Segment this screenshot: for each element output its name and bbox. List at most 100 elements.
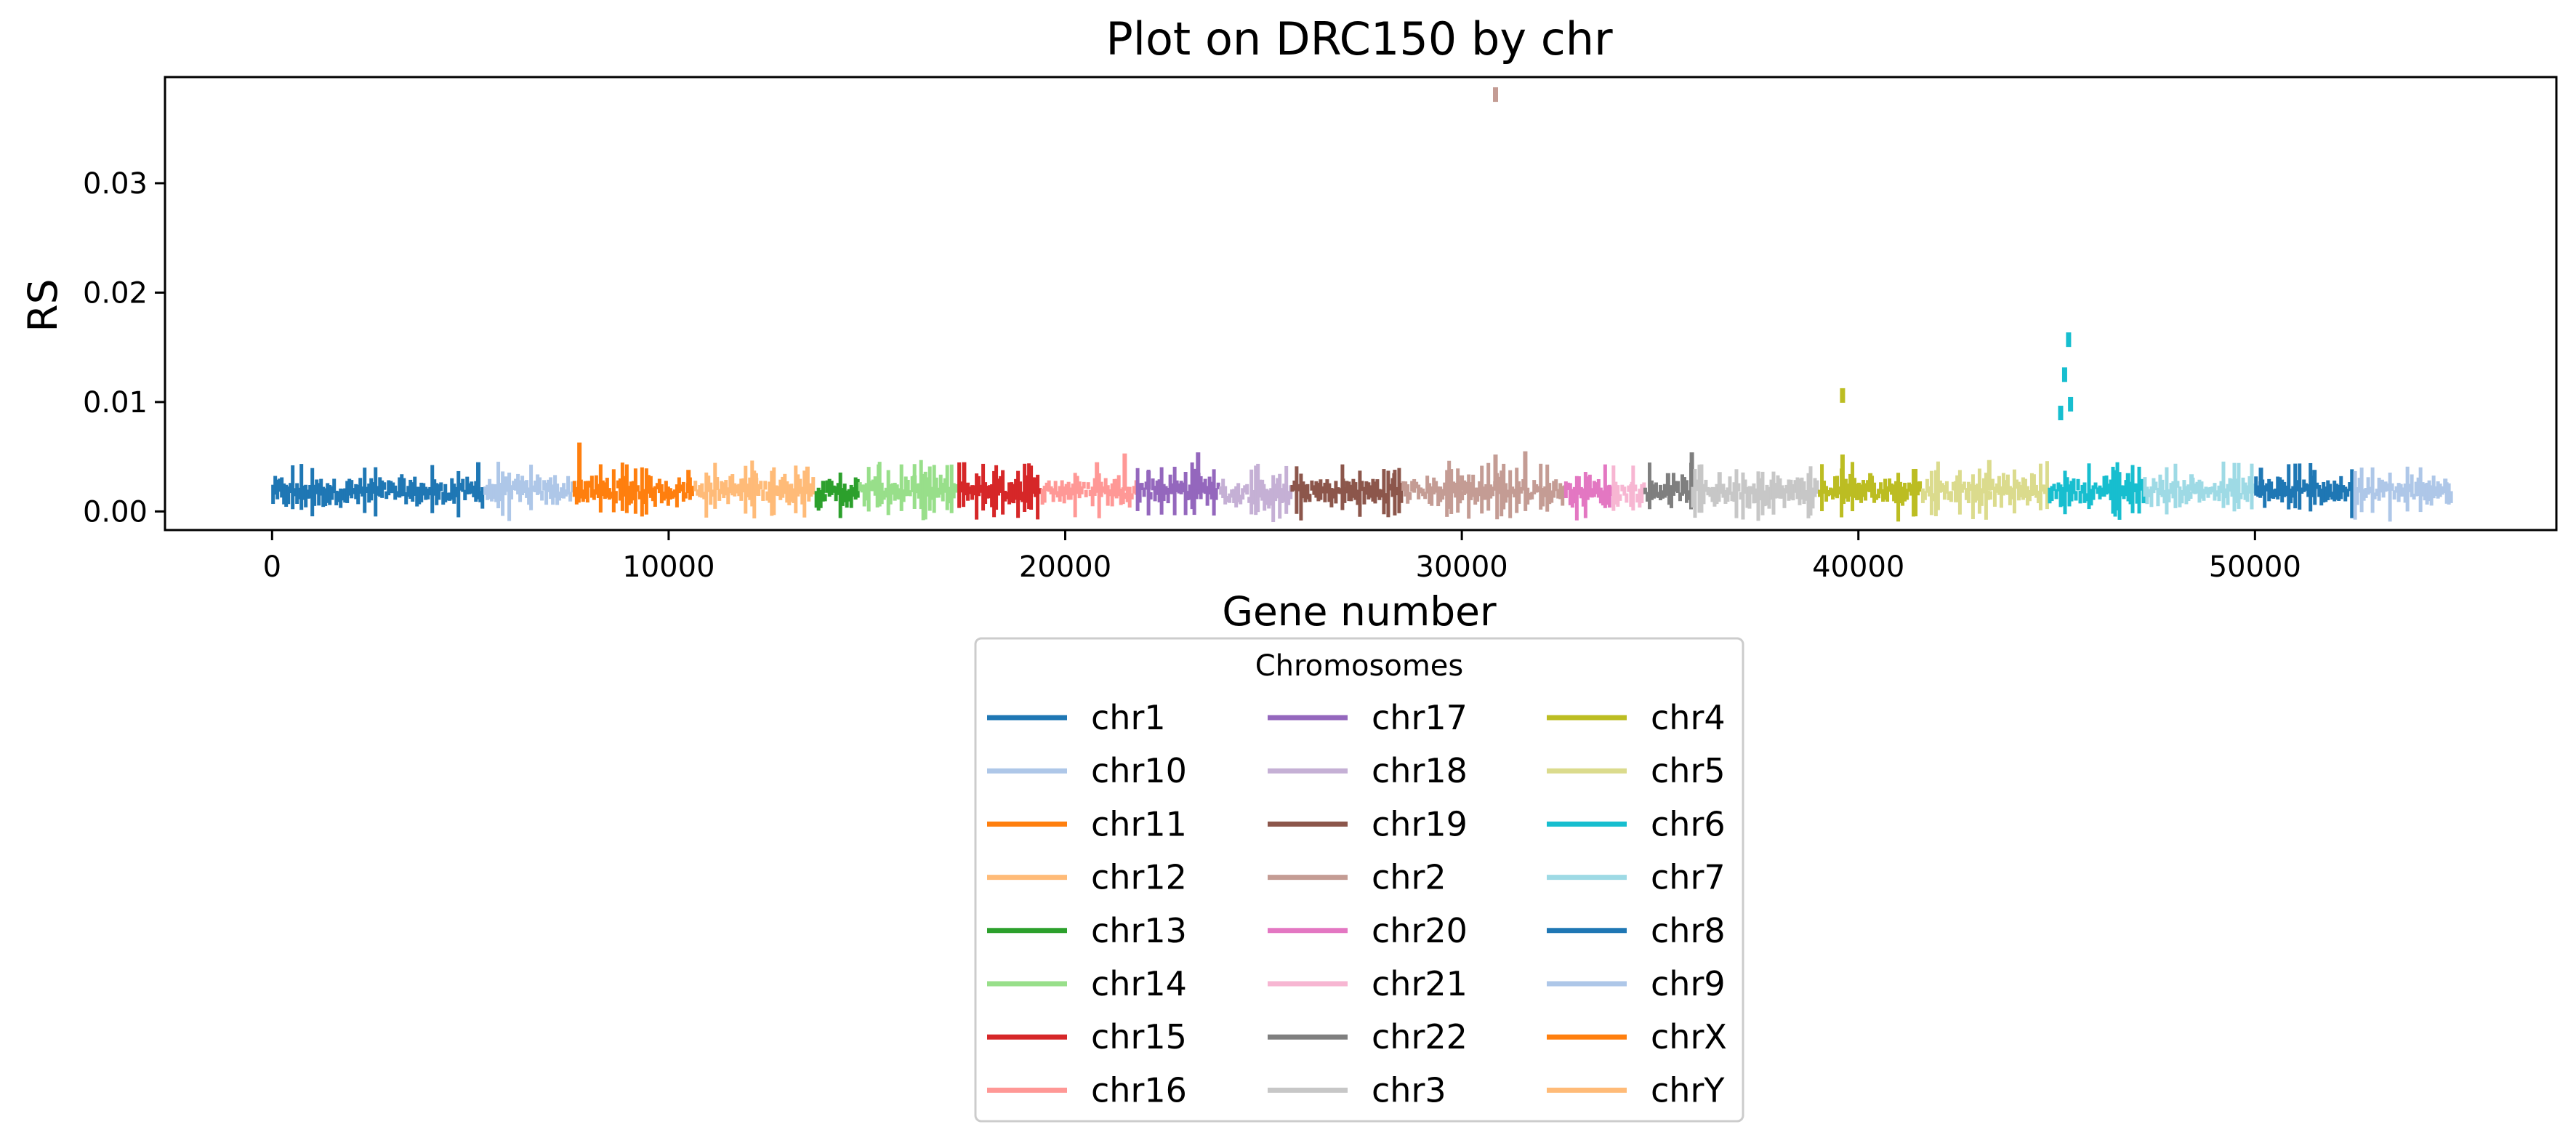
data-point xyxy=(637,491,642,500)
data-point xyxy=(1747,486,1752,509)
data-point xyxy=(2025,486,2029,506)
data-point xyxy=(2067,484,2072,507)
data-point xyxy=(1789,479,1793,500)
data-point xyxy=(884,487,888,498)
data-point xyxy=(1842,489,1846,505)
data-point xyxy=(1162,484,1166,502)
data-point xyxy=(1263,489,1267,511)
data-point xyxy=(728,476,733,494)
data-point xyxy=(1121,487,1125,505)
data-point xyxy=(295,483,299,504)
data-point xyxy=(704,472,709,518)
data-point xyxy=(1896,473,1901,522)
data-point xyxy=(1055,491,1060,498)
data-point xyxy=(1765,484,1769,506)
data-point xyxy=(690,486,694,497)
data-point xyxy=(2239,493,2243,500)
data-point xyxy=(2189,491,2193,499)
data-point xyxy=(1815,480,1819,494)
data-point xyxy=(2143,477,2147,497)
data-point xyxy=(1166,487,1170,504)
data-point xyxy=(2054,489,2058,500)
data-point xyxy=(607,488,611,500)
peak-point xyxy=(912,475,917,491)
x-tick-label: 0 xyxy=(263,550,281,584)
data-point xyxy=(2003,480,2008,494)
data-point xyxy=(1447,460,1452,509)
data-point xyxy=(406,486,411,497)
data-point xyxy=(323,488,328,506)
legend-label: chr4 xyxy=(1651,698,1726,737)
data-point xyxy=(1953,481,1957,502)
data-point xyxy=(1574,476,1579,521)
data-point xyxy=(633,468,637,514)
data-point xyxy=(2162,489,2167,504)
data-point xyxy=(2416,477,2420,496)
data-point xyxy=(566,476,571,495)
data-point xyxy=(1846,484,1851,502)
data-point xyxy=(2165,467,2169,515)
data-point xyxy=(2370,467,2375,513)
data-point xyxy=(1012,484,1016,504)
data-point xyxy=(435,483,439,505)
data-point xyxy=(2195,481,2199,494)
data-point xyxy=(2087,463,2091,510)
data-point xyxy=(2010,487,2014,500)
data-point xyxy=(938,474,943,495)
data-point xyxy=(354,484,358,500)
data-point xyxy=(452,484,456,504)
data-point xyxy=(1526,487,1530,505)
data-point xyxy=(1528,492,1532,500)
data-point xyxy=(520,476,525,496)
data-point xyxy=(529,465,534,510)
data-point xyxy=(832,485,836,493)
data-point xyxy=(382,482,387,490)
data-point xyxy=(496,462,501,509)
data-point xyxy=(834,486,838,502)
data-point xyxy=(1168,474,1172,494)
data-point xyxy=(1249,469,1254,515)
data-point xyxy=(1730,492,1734,502)
data-point xyxy=(326,483,330,503)
data-point xyxy=(2278,477,2282,497)
data-point xyxy=(1140,483,1144,491)
data-point xyxy=(1964,488,1968,500)
data-point xyxy=(2100,487,2104,497)
data-point xyxy=(768,481,772,503)
data-point xyxy=(562,483,566,499)
data-point xyxy=(564,489,568,497)
peak-point xyxy=(805,466,810,490)
data-point xyxy=(737,484,741,497)
data-point xyxy=(2130,465,2135,513)
data-point xyxy=(2269,481,2274,499)
data-point xyxy=(739,478,744,501)
data-point xyxy=(1375,479,1380,497)
data-point xyxy=(1767,486,1771,509)
data-point xyxy=(1103,478,1108,494)
legend-label: chr8 xyxy=(1651,911,1726,950)
data-point xyxy=(1804,489,1808,501)
data-point xyxy=(1532,480,1537,494)
data-point xyxy=(1428,483,1432,504)
data-point xyxy=(393,485,398,500)
peak-point xyxy=(2125,473,2130,491)
data-point xyxy=(1997,476,2001,495)
data-point xyxy=(1345,481,1349,494)
data-point xyxy=(1084,489,1088,497)
data-point xyxy=(585,481,589,503)
data-point xyxy=(1425,476,1430,494)
data-point xyxy=(1036,474,1040,520)
data-point xyxy=(1295,466,1299,514)
data-point xyxy=(1092,478,1097,496)
legend-label: chr18 xyxy=(1372,751,1468,790)
data-point xyxy=(611,469,616,513)
data-point xyxy=(642,489,646,505)
series-chr4 xyxy=(1818,388,1923,522)
data-point xyxy=(2405,466,2410,512)
data-point xyxy=(1404,481,1408,497)
data-point xyxy=(1018,481,1023,501)
legend-item-chr19: chr19 xyxy=(1268,804,1468,843)
data-point xyxy=(1857,482,1861,500)
data-point xyxy=(1877,489,1881,499)
data-point xyxy=(1771,471,1776,515)
